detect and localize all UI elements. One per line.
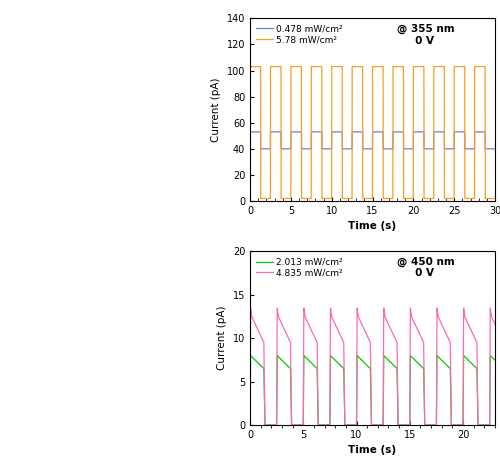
4.835 mW/cm² xyxy=(492,321,498,327)
5.78 mW/cm² xyxy=(304,196,310,201)
2.013 mW/cm² xyxy=(247,422,253,428)
4.835 mW/cm² xyxy=(492,321,498,326)
5.78 mW/cm² xyxy=(490,196,496,201)
2.013 mW/cm² xyxy=(266,422,272,428)
Text: @ 450 nm
     0 V: @ 450 nm 0 V xyxy=(397,256,455,278)
X-axis label: Time (s): Time (s) xyxy=(348,222,397,232)
0.478 mW/cm² xyxy=(340,146,345,152)
4.835 mW/cm² xyxy=(378,422,384,428)
Y-axis label: Current (pA): Current (pA) xyxy=(211,77,221,142)
2.013 mW/cm² xyxy=(492,357,498,363)
5.78 mW/cm² xyxy=(258,196,264,201)
Y-axis label: Current (pA): Current (pA) xyxy=(217,306,227,371)
Text: @ 355 nm
     0 V: @ 355 nm 0 V xyxy=(397,24,454,46)
2.013 mW/cm² xyxy=(312,363,318,369)
5.78 mW/cm² xyxy=(492,196,498,201)
0.478 mW/cm² xyxy=(357,129,363,135)
0.478 mW/cm² xyxy=(492,146,498,152)
5.78 mW/cm² xyxy=(340,196,345,201)
4.835 mW/cm² xyxy=(301,305,307,311)
4.835 mW/cm² xyxy=(310,329,316,335)
2.013 mW/cm² xyxy=(492,357,498,363)
5.78 mW/cm² xyxy=(305,196,311,201)
Line: 0.478 mW/cm²: 0.478 mW/cm² xyxy=(250,132,495,149)
2.013 mW/cm² xyxy=(248,353,254,358)
2.013 mW/cm² xyxy=(310,361,316,367)
0.478 mW/cm² xyxy=(490,146,496,152)
0.478 mW/cm² xyxy=(306,146,312,152)
Line: 4.835 mW/cm²: 4.835 mW/cm² xyxy=(250,308,495,425)
Line: 5.78 mW/cm²: 5.78 mW/cm² xyxy=(250,67,495,198)
5.78 mW/cm² xyxy=(357,64,363,69)
Legend: 0.478 mW/cm², 5.78 mW/cm²: 0.478 mW/cm², 5.78 mW/cm² xyxy=(254,23,344,46)
0.478 mW/cm² xyxy=(304,146,310,152)
5.78 mW/cm² xyxy=(247,64,253,69)
0.478 mW/cm² xyxy=(258,146,264,152)
0.478 mW/cm² xyxy=(247,129,253,135)
0.478 mW/cm² xyxy=(305,146,311,152)
2.013 mW/cm² xyxy=(261,383,267,389)
5.78 mW/cm² xyxy=(306,196,312,201)
X-axis label: Time (s): Time (s) xyxy=(348,446,397,456)
4.835 mW/cm² xyxy=(312,334,318,340)
Line: 2.013 mW/cm²: 2.013 mW/cm² xyxy=(250,356,495,425)
4.835 mW/cm² xyxy=(247,422,253,428)
Legend: 2.013 mW/cm², 4.835 mW/cm²: 2.013 mW/cm², 4.835 mW/cm² xyxy=(254,256,344,279)
2.013 mW/cm² xyxy=(378,422,384,428)
4.835 mW/cm² xyxy=(266,422,272,428)
4.835 mW/cm² xyxy=(261,361,267,367)
